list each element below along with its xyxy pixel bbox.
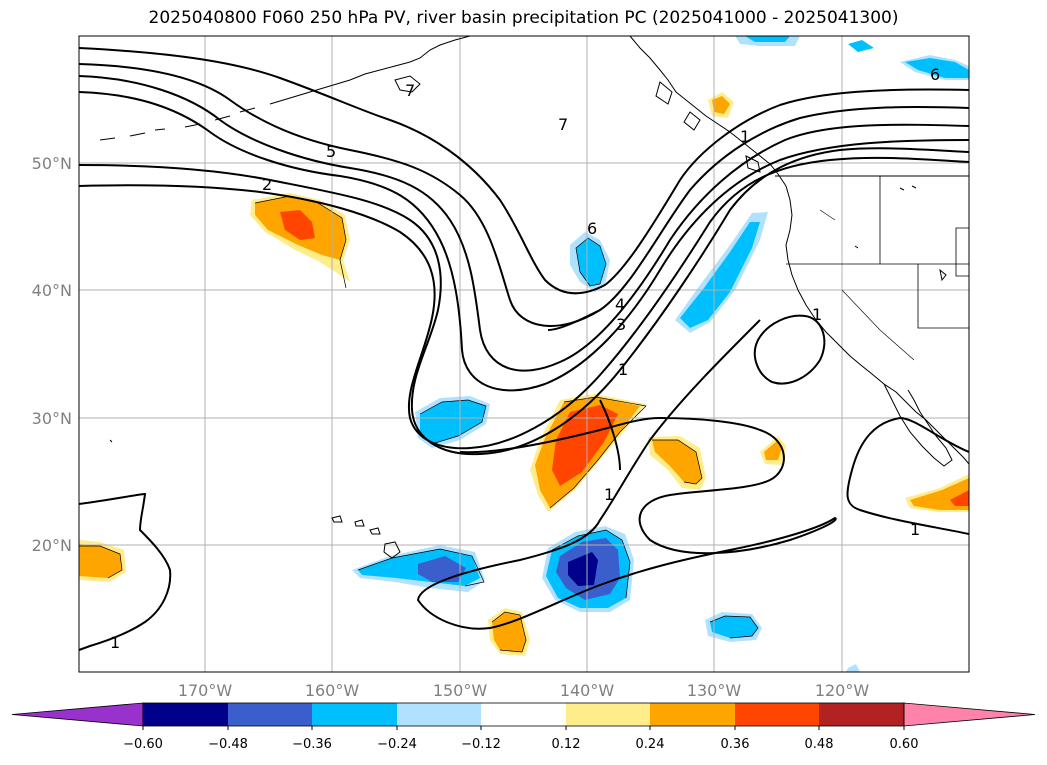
contour-label: 5 (326, 142, 336, 161)
colorbar-bin (143, 703, 228, 726)
precip-shading (79, 36, 969, 672)
precip-strong-area (950, 490, 969, 506)
lat-label-40n: 40°N (32, 281, 72, 300)
precip-strong-area (552, 405, 618, 486)
pv-contour (547, 309, 601, 331)
colorbar-tick-label: 0.36 (721, 737, 750, 752)
contour-label: 1 (110, 633, 120, 652)
latitude-labels: 50°N 40°N 30°N 20°N (32, 154, 72, 555)
pv-contour (599, 399, 621, 471)
contour-labels: 7 7 5 2 6 6 4 3 1 1 1 1 1 1 (110, 65, 940, 652)
lon-label-160w: 160°W (305, 681, 360, 700)
lon-label-130w: 130°W (687, 681, 742, 700)
contour-label: 7 (405, 81, 415, 100)
contour-label: 1 (618, 360, 628, 379)
lon-label-170w: 170°W (178, 681, 233, 700)
pv-contours (79, 47, 969, 651)
colorbar-tick-label: −0.24 (377, 737, 417, 752)
map-title: 2025040800 F060 250 hPa PV, river basin … (148, 8, 899, 28)
colorbar: −0.60 −0.48 −0.36 −0.24 −0.12 0.12 0.24 … (11, 702, 1036, 752)
precip-negative-area (710, 616, 758, 638)
colorbar-arrow-low (11, 702, 144, 727)
colorbar-tick-label: −0.60 (123, 737, 163, 752)
contour-label: 7 (558, 115, 568, 134)
pv-contour (79, 75, 969, 372)
colorbar-bin (481, 703, 566, 726)
contour-label: 3 (616, 315, 626, 334)
precip-negative-area (576, 238, 606, 286)
contour-label: 1 (604, 485, 614, 504)
colorbar-tick-label: −0.48 (208, 737, 248, 752)
precip-negative-area (680, 222, 760, 328)
precip-positive-area (764, 440, 782, 460)
precip-negative-area (848, 40, 874, 52)
precip-positive-area (712, 96, 730, 114)
colorbar-tick-label: 0.60 (890, 737, 919, 752)
longitude-labels: 170°W 160°W 150°W 140°W 130°W 120°W (178, 681, 870, 700)
colorbar-frame (142, 702, 905, 727)
contour-label: 4 (615, 295, 625, 314)
precip-positive-area (79, 544, 122, 578)
contour-label: 1 (910, 520, 920, 539)
colorbar-tick-labels: −0.60 −0.48 −0.36 −0.24 −0.12 0.12 0.24 … (123, 737, 918, 752)
colorbar-tick-label: −0.36 (292, 737, 332, 752)
precip-negative-strong-area (418, 556, 466, 582)
colorbar-tick-label: 0.48 (805, 737, 834, 752)
contour-label: 1 (740, 127, 750, 146)
contour-label: 6 (930, 65, 940, 84)
colorbar-ticks (142, 726, 905, 730)
pv-contour (79, 63, 969, 327)
precip-positive-area (492, 612, 526, 652)
colorbar-bin (566, 703, 650, 726)
lat-label-30n: 30°N (32, 409, 72, 428)
lon-label-120w: 120°W (815, 681, 870, 700)
colorbar-bin (735, 703, 819, 726)
colorbar-bin (228, 703, 312, 726)
lon-label-140w: 140°W (560, 681, 615, 700)
pv-contour (79, 492, 172, 651)
precip-negative-area (905, 58, 969, 78)
precip-negative-area (745, 36, 790, 42)
colorbar-tick-label: 0.24 (636, 737, 665, 752)
gridlines (79, 36, 969, 672)
colorbar-bin (819, 703, 904, 726)
lat-label-20n: 20°N (32, 536, 72, 555)
pv-contour (753, 314, 826, 385)
precip-strong-area (280, 210, 315, 240)
contour-label: 2 (262, 175, 272, 194)
pv-contour (846, 416, 969, 535)
colorbar-bin (397, 703, 481, 726)
colorbar-tick-label: −0.12 (461, 737, 501, 752)
colorbar-bin (650, 703, 735, 726)
precip-positive-area (652, 440, 702, 484)
contour-label: 6 (587, 219, 597, 238)
pv-contour (416, 319, 837, 630)
map-frame (78, 35, 970, 673)
pv-contour (79, 147, 969, 456)
precip-negative-area (846, 664, 860, 672)
lat-label-50n: 50°N (32, 154, 72, 173)
lon-label-150w: 150°W (433, 681, 488, 700)
contour-label: 1 (812, 305, 822, 324)
pv-contour (79, 91, 969, 392)
pv-contour (79, 156, 969, 450)
pv-contour (79, 47, 969, 295)
colorbar-arrow-high (903, 702, 1036, 727)
colorbar-tick-label: 0.12 (552, 737, 581, 752)
colorbar-bin (312, 703, 397, 726)
precip-negative-area (420, 400, 486, 444)
precip-negative-strongest-area (568, 552, 598, 586)
